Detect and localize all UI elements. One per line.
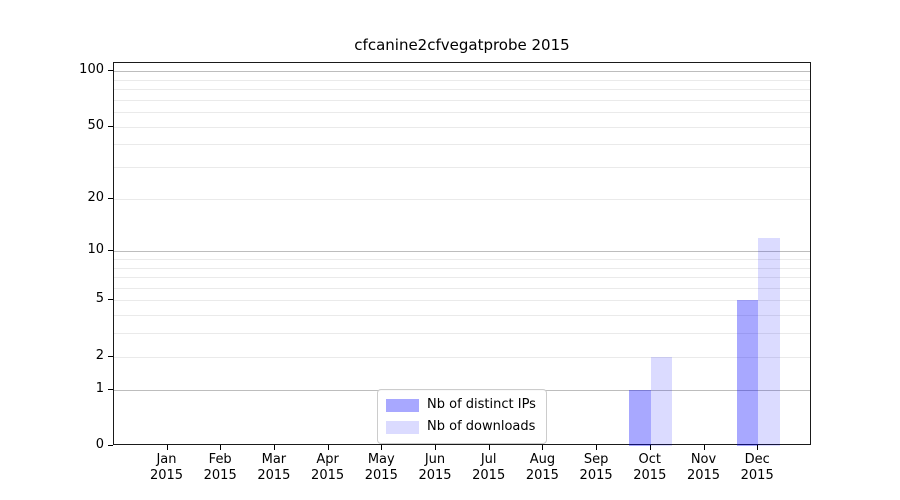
gridline-minor xyxy=(114,356,810,358)
x-tick-label: Feb 2015 xyxy=(180,452,260,484)
x-tick-label: Nov 2015 xyxy=(664,452,744,484)
x-tick-month: Feb xyxy=(208,452,232,467)
gridline-minor xyxy=(114,112,810,113)
x-tick-year: 2015 xyxy=(525,468,559,483)
y-tick-mark xyxy=(108,355,113,357)
x-tick-year: 2015 xyxy=(311,468,345,483)
y-tick-mark xyxy=(108,445,113,446)
x-tick-label: Oct 2015 xyxy=(610,452,690,484)
bar-downloads xyxy=(758,237,780,446)
x-tick-year: 2015 xyxy=(740,468,774,483)
x-tick-mark xyxy=(381,445,383,450)
x-tick-year: 2015 xyxy=(257,468,291,483)
x-tick-year: 2015 xyxy=(203,468,237,483)
bar-downloads xyxy=(650,356,673,446)
y-tick-mark xyxy=(108,250,113,252)
x-tick-month: Dec xyxy=(744,452,770,467)
bar-distinct-ips xyxy=(736,300,759,446)
x-tick-mark xyxy=(596,445,598,450)
x-tick-month: Mar xyxy=(261,452,287,467)
x-tick-year: 2015 xyxy=(579,468,613,483)
x-tick-month: Aug xyxy=(529,452,556,467)
x-tick-mark xyxy=(703,445,705,450)
x-tick-month: Sep xyxy=(583,452,609,467)
x-tick-mark xyxy=(488,445,490,450)
x-tick-year: 2015 xyxy=(472,468,506,483)
plot-area xyxy=(113,62,811,446)
x-tick-year: 2015 xyxy=(149,468,184,483)
gridline-minor xyxy=(114,198,810,200)
gridline-minor xyxy=(114,287,810,289)
legend-item-downloads: Nb of downloads xyxy=(386,418,536,436)
x-tick-mark xyxy=(327,445,329,450)
gridline-major xyxy=(114,251,810,253)
x-tick-label: Dec 2015 xyxy=(717,452,797,484)
gridline-major xyxy=(114,71,810,72)
x-tick-label: May 2015 xyxy=(341,452,421,484)
y-tick-mark xyxy=(108,388,113,390)
x-tick-mark xyxy=(757,445,759,450)
y-tick-label: 10 xyxy=(87,242,104,258)
x-tick-label: Mar 2015 xyxy=(234,452,314,484)
y-tick-label: 0 xyxy=(95,437,104,452)
gridline-minor xyxy=(114,258,810,260)
y-tick-label: 50 xyxy=(87,117,104,133)
x-tick-label: Jan 2015 xyxy=(127,452,207,484)
x-tick-mark xyxy=(220,445,222,450)
x-tick-label: Aug 2015 xyxy=(502,452,582,484)
legend-swatch-distinct-ips xyxy=(386,398,419,412)
y-tick-mark xyxy=(108,299,113,301)
y-tick-mark xyxy=(108,125,113,127)
gridline-minor xyxy=(114,99,810,101)
gridline-minor xyxy=(114,277,810,278)
gridline-minor xyxy=(114,333,810,335)
x-tick-month: Oct xyxy=(638,452,662,467)
x-tick-year: 2015 xyxy=(364,468,398,483)
x-tick-year: 2015 xyxy=(686,468,721,483)
gridline-minor xyxy=(114,267,810,269)
x-tick-month: Nov xyxy=(690,452,717,467)
x-tick-year: 2015 xyxy=(633,468,667,483)
x-tick-mark xyxy=(166,445,168,450)
gridline-minor xyxy=(114,315,810,317)
y-tick-label: 100 xyxy=(79,62,104,77)
bar-distinct-ips xyxy=(629,389,651,446)
y-tick-label: 2 xyxy=(95,347,104,363)
x-tick-month: Jan xyxy=(156,452,177,467)
y-tick-label: 1 xyxy=(95,380,104,396)
legend-item-distinct-ips: Nb of distinct IPs xyxy=(386,396,536,414)
y-tick-mark xyxy=(108,70,113,71)
x-tick-mark xyxy=(649,445,651,450)
x-tick-year: 2015 xyxy=(418,468,452,483)
x-tick-label: Jul 2015 xyxy=(449,452,529,484)
x-tick-month: Jul xyxy=(480,452,497,467)
x-tick-month: Jun xyxy=(424,452,446,467)
gridline-minor xyxy=(114,144,810,146)
x-tick-month: May xyxy=(367,452,395,467)
gridline-minor xyxy=(114,79,810,81)
y-tick-mark xyxy=(108,197,113,199)
legend: Nb of distinct IPs Nb of downloads xyxy=(377,389,547,444)
gridline-minor xyxy=(114,300,810,302)
y-tick-label: 20 xyxy=(87,189,104,205)
gridline-minor xyxy=(114,88,810,90)
x-tick-label: Sep 2015 xyxy=(556,452,636,484)
x-tick-label: Jun 2015 xyxy=(395,452,475,484)
legend-label-distinct-ips: Nb of distinct IPs xyxy=(427,397,536,412)
chart-title: cfcanine2cfvegatprobe 2015 xyxy=(354,36,570,54)
legend-swatch-downloads xyxy=(386,420,419,434)
gridline-minor xyxy=(114,167,810,168)
x-tick-month: Apr xyxy=(316,452,339,467)
gridline-minor xyxy=(114,126,810,128)
legend-label-downloads: Nb of downloads xyxy=(427,419,536,434)
x-tick-label: Apr 2015 xyxy=(288,452,368,484)
x-tick-mark xyxy=(542,445,544,450)
y-tick-label: 5 xyxy=(95,291,104,307)
x-tick-mark xyxy=(273,445,275,450)
x-tick-mark xyxy=(435,445,436,450)
